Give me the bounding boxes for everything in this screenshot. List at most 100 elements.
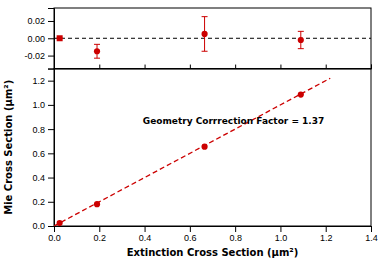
reference-line [54,38,371,39]
tick-mark [235,65,236,69]
tick-mark [48,105,54,106]
tick: 0.02 [27,16,54,26]
tick-label: 1.0 [32,100,45,110]
point [298,92,304,98]
panel: -0.02 0.00 0.02 [24,8,371,69]
tick-label: 1.0 [275,233,288,243]
marks [54,78,330,226]
tick-label: 0.02 [27,16,45,26]
tick: 1.2 [32,76,54,86]
error-bar [202,17,208,52]
tick: 0.2 [32,197,54,207]
tick-mark [326,65,327,69]
y-axis: 0.0 0.2 0.4 0.6 0.8 1.0 1.2 [32,69,54,231]
tick: 0.00 [27,34,54,44]
tick: -0.02 [24,51,54,61]
tick-label: 1.4 [365,233,378,243]
tick-mark [235,226,236,232]
tick: 0.0 [48,226,61,243]
tick-mark [48,56,54,57]
tick-mark [190,65,191,69]
marks [54,17,371,59]
tick [280,65,281,69]
tick-mark [48,153,54,154]
point [201,144,207,150]
tick-mark [48,226,54,227]
tick: 0.8 [229,226,242,243]
y-axis: -0.02 0.00 0.02 [24,9,54,70]
tick-mark [326,226,327,232]
tick-mark [190,226,191,232]
point [94,48,100,54]
tick-label: 1.2 [32,76,45,86]
tick [371,65,372,69]
tick-label: 1.2 [320,233,333,243]
tick-label: -0.02 [24,51,45,61]
point [298,37,304,43]
tick-mark [48,178,54,179]
tick [326,65,327,69]
tick-label: 0.6 [32,149,45,159]
tick-mark [371,65,372,69]
tick-mark [48,21,54,22]
y-axis-title: Mie Cross Section (μm²) [3,80,14,215]
tick-label: 0.0 [48,233,61,243]
tick: 0.4 [139,226,152,243]
tick-mark [280,65,281,69]
tick-label: 0.8 [229,233,242,243]
x-axis: 0.0 0.2 0.4 0.6 0.8 1.0 1.2 1.4 [48,226,378,243]
tick: 1.0 [275,226,288,243]
tick: 0.6 [32,149,54,159]
tick: 1.0 [32,100,54,110]
tick-mark [99,65,100,69]
error-bar [94,44,100,58]
tick: 1.4 [365,226,378,243]
error-bar [298,31,304,48]
tick-label: 0.4 [139,233,152,243]
error-bar-cap [202,16,208,17]
annotation: Geometry Corrrection Factor = 1.37 [143,116,325,126]
error-bar-cap [298,31,304,32]
tick-label: 0.6 [184,233,197,243]
tick-mark [371,226,372,232]
plot-frame [54,69,371,226]
tick-mark [145,65,146,69]
tick [190,65,191,69]
tick-mark [48,129,54,130]
axis-line [55,227,372,233]
chart: -0.020.000.020.00.20.40.60.81.01.21.40.0… [0,0,383,262]
plot-frame [54,8,371,69]
tick [99,65,100,69]
tick-label: 0.0 [32,221,45,231]
point [94,201,100,207]
fit-line [54,78,330,226]
tick-mark [280,226,281,232]
tick: 0.6 [184,226,197,243]
point [57,35,63,41]
tick-mark [99,226,100,232]
axis-line [48,69,55,226]
tick: 0.4 [32,173,54,183]
tick-label: 0.4 [32,173,45,183]
tick: 0.2 [94,226,107,243]
tick [235,65,236,69]
tick: 1.2 [320,226,333,243]
error-bar-cap [298,48,304,49]
point [57,220,63,226]
error-bar-cap [94,58,100,59]
error-bar-cap [94,44,100,45]
tick: 0.0 [32,221,54,231]
error-bar-cap [202,51,208,52]
x-axis-title: Extinction Cross Section (μm²) [127,247,299,258]
tick-label: 0.00 [27,34,45,44]
tick-label: 0.2 [32,197,45,207]
tick-label: 0.8 [32,124,45,134]
tick-mark [48,81,54,82]
tick-label: 0.2 [94,233,107,243]
tick [145,65,146,69]
point [201,31,207,37]
tick-mark [48,202,54,203]
axis-line [48,9,55,70]
tick-mark [48,38,54,39]
panel: 0.0 0.2 0.4 0.6 0.8 1.0 1.2 1.4 0.0 0.2 0.4 0.6 0.8 1… [32,69,377,244]
